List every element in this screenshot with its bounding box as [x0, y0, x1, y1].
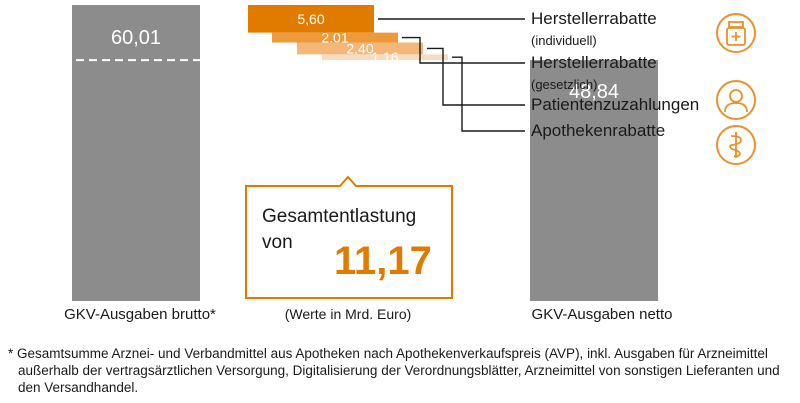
footnote: * Gesamtsumme Arznei- und Verbandmittel … — [8, 345, 794, 396]
connector-line-4 — [452, 56, 525, 132]
total-value: 11,17 — [334, 239, 432, 283]
reduction-bar-2 — [272, 32, 398, 43]
reduction-title-2: Herstellerrabatte — [531, 53, 657, 72]
reduction-bar-3 — [297, 42, 423, 55]
reduction-value-label-3: 2,40 — [346, 40, 373, 56]
caduceus-icon — [716, 125, 756, 165]
reduction-bar-4 — [322, 54, 448, 61]
reduction-value-label-4: 1,16 — [371, 49, 398, 65]
reduction-value-label-1: 5,60 — [297, 11, 324, 27]
reduction-title-3: Patientenzuzahlungen — [531, 95, 699, 114]
total-label-line1: Gesamtentlastung — [262, 206, 416, 227]
footnote-line2: außerhalb der vertragsärztlichen Versorg… — [18, 363, 780, 378]
footnote-line1: * Gesamtsumme Arznei- und Verbandmittel … — [8, 346, 768, 361]
connector-line-2 — [402, 36, 525, 64]
total-callout-box — [245, 175, 453, 299]
footnote-line3: den Versandhandel. — [18, 380, 139, 395]
reduction-subtitle-2: (gesetzlich) — [531, 77, 597, 92]
unit-note: (Werte in Mrd. Euro) — [284, 306, 412, 322]
gross-value-label: 60,01 — [111, 27, 161, 49]
net-bar — [530, 60, 658, 302]
net-value-label: 48,84 — [569, 81, 619, 103]
connector-line-3 — [427, 47, 525, 106]
gross-bar — [72, 5, 200, 301]
reduction-bars: 5,60 2,012,401,16 — [248, 5, 448, 65]
reduction-labels: Herstellerrabatte (individuell) Hersteller… — [531, 9, 699, 140]
reduction-value-label-2: 2,01 — [321, 30, 348, 46]
medicine-bottle-icon — [716, 13, 756, 53]
reduction-connectors — [378, 18, 525, 132]
person-icon — [716, 80, 756, 120]
reduction-title-1: Herstellerrabatte — [531, 9, 657, 28]
reduction-bar-1 — [248, 5, 374, 33]
total-label-line2: von — [262, 232, 293, 253]
gross-axis-label: GKV-Ausgaben brutto* — [64, 306, 216, 323]
reduction-title-4: Apothekenrabatte — [531, 121, 665, 140]
net-axis-label: GKV-Ausgaben netto — [531, 306, 673, 323]
reduction-subtitle-1: (individuell) — [531, 33, 597, 48]
